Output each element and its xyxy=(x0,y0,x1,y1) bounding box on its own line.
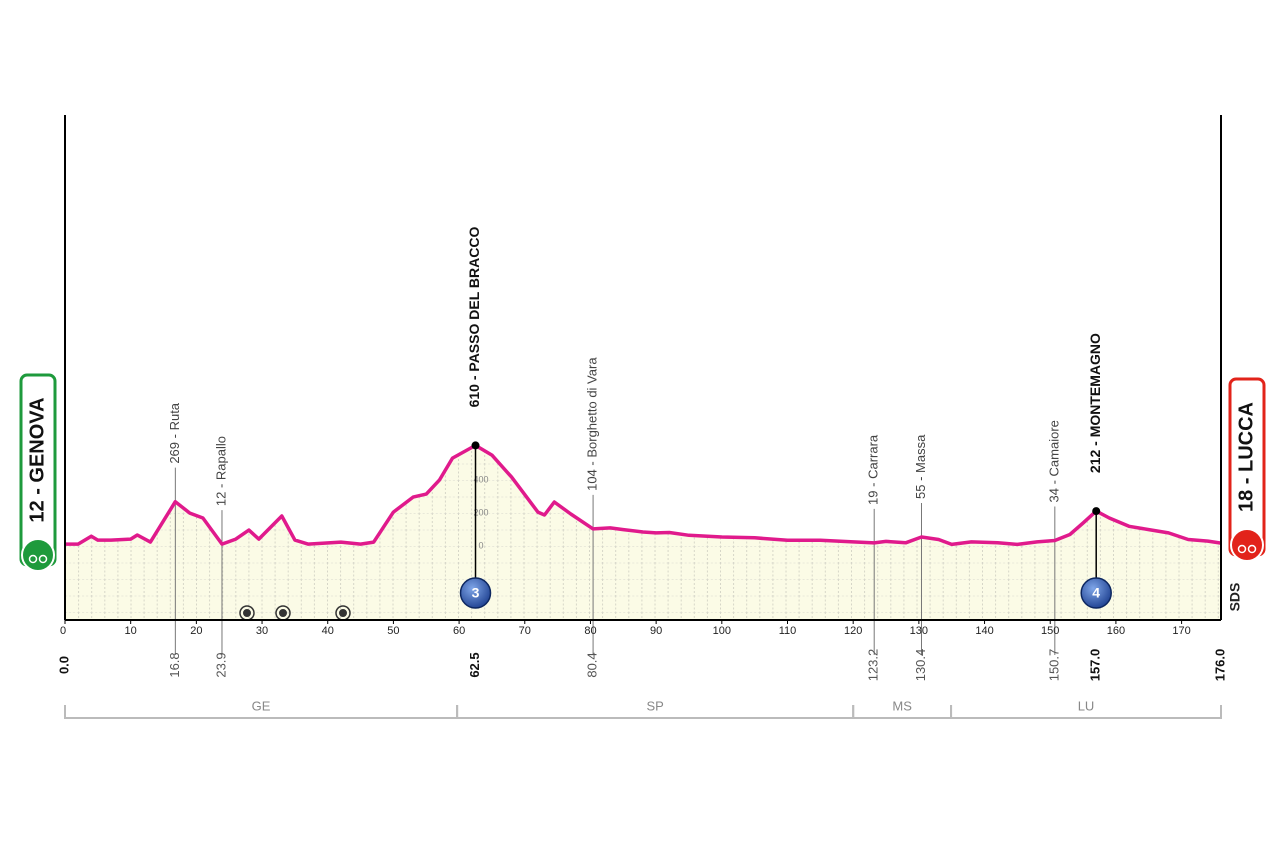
place-label: 12 - Rapallo xyxy=(213,436,228,506)
climb-badge xyxy=(459,577,492,609)
place-label: 19 - Carrara xyxy=(866,434,881,505)
x-tick-label: 100 xyxy=(713,625,731,637)
place-label: 269 - Ruta xyxy=(167,402,182,463)
climb-category: 3 xyxy=(472,585,480,601)
x-tick-label: 120 xyxy=(844,625,862,637)
x-tick-label: 40 xyxy=(322,625,334,637)
km-label: 123.2 xyxy=(866,649,881,682)
finish-icon-wheel xyxy=(1247,544,1257,554)
km-label: 62.5 xyxy=(467,652,482,677)
place-label: 55 - Massa xyxy=(913,434,928,499)
x-tick-label: 0 xyxy=(60,625,66,637)
x-tick-label: 70 xyxy=(519,625,531,637)
km-label: 16.8 xyxy=(167,652,182,677)
province-label: LU xyxy=(1078,698,1095,713)
x-tick-label: 30 xyxy=(256,625,268,637)
x-tick-label: 60 xyxy=(453,625,465,637)
x-tick-label: 90 xyxy=(650,625,662,637)
x-tick-label: 140 xyxy=(975,625,993,637)
finish-label: 18 - LUCCA xyxy=(1235,402,1257,512)
summit-dot xyxy=(471,441,480,450)
x-tick-label: 130 xyxy=(910,625,928,637)
y-tick-label: 0 xyxy=(478,540,483,550)
finish-icon xyxy=(1230,528,1264,562)
province-label: GE xyxy=(252,698,271,713)
x-tick-label: 10 xyxy=(125,625,137,637)
start-icon xyxy=(21,538,55,572)
km-label: 176.0 xyxy=(1212,649,1227,682)
start-label: 12 - GENOVA xyxy=(26,397,48,522)
province-label: SP xyxy=(646,698,663,713)
km-label: 0.0 xyxy=(56,656,71,674)
x-tick-label: 160 xyxy=(1107,625,1125,637)
climb-category: 4 xyxy=(1092,585,1100,601)
summit-dot xyxy=(1092,507,1101,516)
x-tick-label: 50 xyxy=(387,625,399,637)
place-label: 104 - Borghetto di Vara xyxy=(585,357,600,491)
y-tick-label: 400 xyxy=(473,474,488,484)
km-label: 23.9 xyxy=(213,652,228,677)
profile-line xyxy=(65,443,1222,547)
x-tick-label: 150 xyxy=(1041,625,1059,637)
start-icon-wheel xyxy=(28,554,38,564)
y-tick-label: 200 xyxy=(473,507,488,517)
province-label: MS xyxy=(892,698,912,713)
km-label: 157.0 xyxy=(1088,649,1103,682)
km-label: 150.7 xyxy=(1046,649,1061,682)
km-label: 80.4 xyxy=(585,652,600,677)
x-tick-label: 20 xyxy=(190,625,202,637)
x-tick-label: 170 xyxy=(1172,625,1190,637)
place-label: 34 - Camaiore xyxy=(1046,420,1061,502)
start-icon-wheel xyxy=(38,554,48,564)
logo: SDS xyxy=(1227,583,1243,612)
x-tick-label: 80 xyxy=(584,625,596,637)
climb-label: 212 - MONTEMAGNO xyxy=(1087,333,1103,473)
climb-badge xyxy=(1080,577,1112,609)
finish-icon-wheel xyxy=(1237,544,1247,554)
climb-label: 610 - PASSO DEL BRACCO xyxy=(466,227,482,408)
km-label: 130.4 xyxy=(913,649,928,682)
x-tick-label: 110 xyxy=(779,625,797,637)
